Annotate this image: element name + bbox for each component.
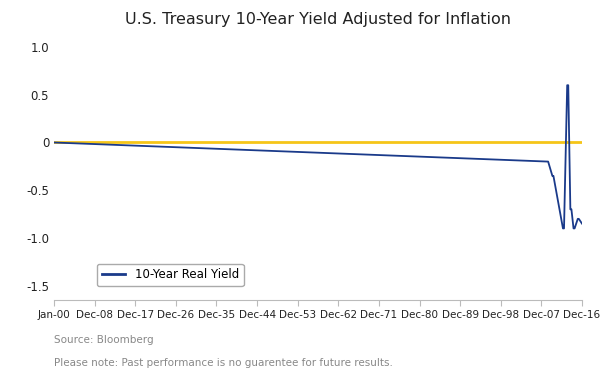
Legend: 10-Year Real Yield: 10-Year Real Yield <box>97 264 244 286</box>
Text: Source: Bloomberg: Source: Bloomberg <box>54 335 154 345</box>
Text: Please note: Past performance is no guarentee for future results.: Please note: Past performance is no guar… <box>54 358 393 368</box>
Title: U.S. Treasury 10-Year Yield Adjusted for Inflation: U.S. Treasury 10-Year Yield Adjusted for… <box>125 12 511 27</box>
